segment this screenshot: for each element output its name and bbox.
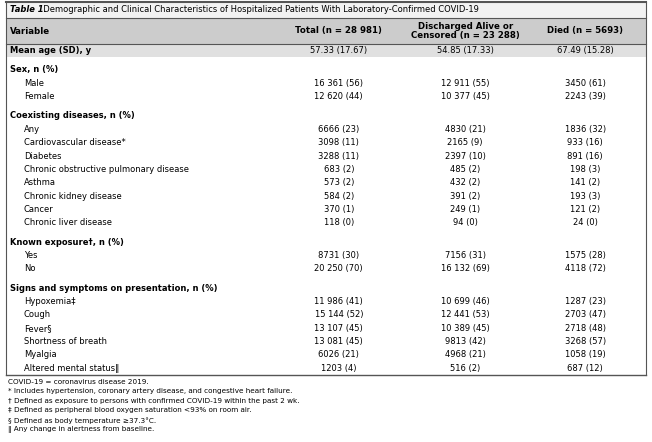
Text: Hypoxemia‡: Hypoxemia‡: [24, 297, 76, 306]
Text: 485 (2): 485 (2): [450, 165, 481, 174]
Text: 16 132 (69): 16 132 (69): [441, 264, 490, 273]
Text: Discharged Alive or: Discharged Alive or: [417, 22, 513, 31]
Text: † Defined as exposure to persons with confirmed COVID-19 within the past 2 wk.: † Defined as exposure to persons with co…: [8, 398, 299, 404]
Text: 193 (3): 193 (3): [570, 192, 600, 201]
Text: 24 (0): 24 (0): [572, 218, 598, 227]
Text: 94 (0): 94 (0): [452, 218, 478, 227]
Text: Altered mental status‖: Altered mental status‖: [24, 364, 119, 373]
Text: No: No: [24, 264, 35, 273]
Text: 2243 (39): 2243 (39): [565, 92, 606, 101]
Text: Known exposure†, n (%): Known exposure†, n (%): [10, 238, 124, 247]
Text: Diabetes: Diabetes: [24, 152, 61, 160]
Text: 10 377 (45): 10 377 (45): [441, 92, 490, 101]
Text: 6026 (21): 6026 (21): [318, 351, 359, 359]
Text: 54.85 (17.33): 54.85 (17.33): [437, 46, 494, 55]
Text: 15 144 (52): 15 144 (52): [314, 310, 363, 319]
Text: 2718 (48): 2718 (48): [565, 324, 606, 333]
Text: 516 (2): 516 (2): [450, 364, 481, 373]
Text: COVID-19 = coronavirus disease 2019.: COVID-19 = coronavirus disease 2019.: [8, 379, 149, 385]
Text: 2397 (10): 2397 (10): [445, 152, 486, 160]
Bar: [6, 44, 646, 57]
Text: § Defined as body temperature ≥37.3°C.: § Defined as body temperature ≥37.3°C.: [8, 417, 156, 424]
Text: 584 (2): 584 (2): [323, 192, 354, 201]
Text: 7156 (31): 7156 (31): [445, 251, 486, 260]
Text: Cardiovascular disease*: Cardiovascular disease*: [24, 138, 126, 147]
Text: ‖ Any change in alertness from baseline.: ‖ Any change in alertness from baseline.: [8, 427, 155, 434]
Text: 10 389 (45): 10 389 (45): [441, 324, 490, 333]
Text: 4968 (21): 4968 (21): [445, 351, 486, 359]
Text: 1575 (28): 1575 (28): [565, 251, 606, 260]
Text: Cancer: Cancer: [24, 205, 53, 214]
Text: 57.33 (17.67): 57.33 (17.67): [310, 46, 367, 55]
Text: * Includes hypertension, coronary artery disease, and congestive heart failure.: * Includes hypertension, coronary artery…: [8, 389, 292, 395]
Text: 12 441 (53): 12 441 (53): [441, 310, 490, 319]
Text: Fever§: Fever§: [24, 324, 52, 333]
Text: 370 (1): 370 (1): [323, 205, 354, 214]
Text: 1203 (4): 1203 (4): [321, 364, 357, 373]
Text: Coexisting diseases, n (%): Coexisting diseases, n (%): [10, 111, 135, 120]
Text: Demographic and Clinical Characteristics of Hospitalized Patients With Laborator: Demographic and Clinical Characteristics…: [38, 5, 479, 15]
Text: Chronic kidney disease: Chronic kidney disease: [24, 192, 122, 201]
Text: 573 (2): 573 (2): [323, 178, 354, 187]
Text: 12 911 (55): 12 911 (55): [441, 79, 490, 88]
Text: Table 1.: Table 1.: [10, 5, 47, 15]
Text: Cough: Cough: [24, 310, 51, 319]
Text: Shortness of breath: Shortness of breath: [24, 337, 107, 346]
Text: 1058 (19): 1058 (19): [565, 351, 606, 359]
Text: Male: Male: [24, 79, 44, 88]
Text: Chronic liver disease: Chronic liver disease: [24, 218, 112, 227]
Bar: [6, 18, 646, 44]
Text: 11 986 (41): 11 986 (41): [314, 297, 363, 306]
Text: 891 (16): 891 (16): [567, 152, 603, 160]
Text: 198 (3): 198 (3): [570, 165, 600, 174]
Text: 2165 (9): 2165 (9): [447, 138, 483, 147]
Text: 3098 (11): 3098 (11): [318, 138, 359, 147]
Text: 6666 (23): 6666 (23): [318, 125, 359, 134]
Text: Signs and symptoms on presentation, n (%): Signs and symptoms on presentation, n (%…: [10, 284, 218, 293]
Text: 3288 (11): 3288 (11): [318, 152, 359, 160]
Text: Myalgia: Myalgia: [24, 351, 57, 359]
Text: 933 (16): 933 (16): [567, 138, 603, 147]
Text: Mean age (SD), y: Mean age (SD), y: [10, 46, 91, 55]
Text: 4118 (72): 4118 (72): [565, 264, 606, 273]
Text: 121 (2): 121 (2): [570, 205, 600, 214]
Text: Asthma: Asthma: [24, 178, 56, 187]
Text: Any: Any: [24, 125, 40, 134]
Text: 9813 (42): 9813 (42): [445, 337, 486, 346]
Text: 8731 (30): 8731 (30): [318, 251, 359, 260]
Text: 141 (2): 141 (2): [570, 178, 600, 187]
Text: 12 620 (44): 12 620 (44): [314, 92, 363, 101]
Text: 3450 (61): 3450 (61): [565, 79, 606, 88]
Text: 391 (2): 391 (2): [450, 192, 481, 201]
Text: Total (n = 28 981): Total (n = 28 981): [295, 27, 382, 35]
Text: 118 (0): 118 (0): [323, 218, 354, 227]
Text: Female: Female: [24, 92, 55, 101]
Text: 3268 (57): 3268 (57): [565, 337, 606, 346]
Text: 13 081 (45): 13 081 (45): [314, 337, 363, 346]
Text: Sex, n (%): Sex, n (%): [10, 65, 58, 74]
Text: ‡ Defined as peripheral blood oxygen saturation <93% on room air.: ‡ Defined as peripheral blood oxygen sat…: [8, 408, 252, 414]
Bar: [6, 2, 646, 18]
Text: Variable: Variable: [10, 27, 50, 35]
Text: 10 699 (46): 10 699 (46): [441, 297, 490, 306]
Text: 13 107 (45): 13 107 (45): [314, 324, 363, 333]
Text: 16 361 (56): 16 361 (56): [314, 79, 363, 88]
Text: 432 (2): 432 (2): [450, 178, 481, 187]
Text: 249 (1): 249 (1): [450, 205, 481, 214]
Text: 687 (12): 687 (12): [567, 364, 603, 373]
Text: 67.49 (15.28): 67.49 (15.28): [557, 46, 614, 55]
Text: Died (n = 5693): Died (n = 5693): [547, 27, 623, 35]
Text: Chronic obstructive pulmonary disease: Chronic obstructive pulmonary disease: [24, 165, 189, 174]
Text: 683 (2): 683 (2): [323, 165, 354, 174]
Text: 4830 (21): 4830 (21): [445, 125, 486, 134]
Text: 2703 (47): 2703 (47): [565, 310, 606, 319]
Text: 1836 (32): 1836 (32): [565, 125, 606, 134]
Text: 20 250 (70): 20 250 (70): [314, 264, 363, 273]
Text: Censored (n = 23 288): Censored (n = 23 288): [411, 31, 520, 40]
Text: Yes: Yes: [24, 251, 38, 260]
Text: 1287 (23): 1287 (23): [565, 297, 606, 306]
